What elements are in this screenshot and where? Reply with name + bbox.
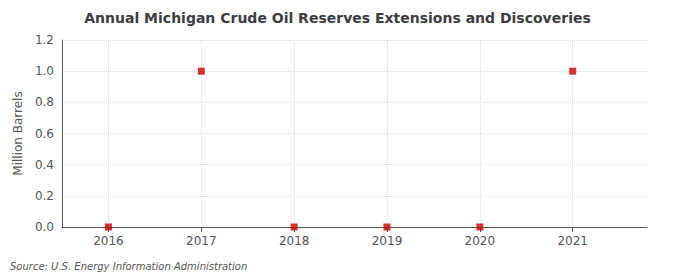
svg-text:1.2: 1.2: [35, 33, 54, 47]
svg-text:Source: U.S. Energy Informatio: Source: U.S. Energy Information Administ…: [10, 261, 247, 272]
svg-text:0.0: 0.0: [35, 220, 54, 234]
svg-text:1.0: 1.0: [35, 64, 54, 78]
svg-text:0.4: 0.4: [35, 158, 54, 172]
svg-text:0.2: 0.2: [35, 189, 54, 203]
svg-text:2018: 2018: [279, 234, 310, 248]
svg-text:2016: 2016: [93, 234, 124, 248]
svg-text:0.8: 0.8: [35, 95, 54, 109]
svg-text:Annual Michigan Crude Oil Rese: Annual Michigan Crude Oil Reserves Exten…: [84, 10, 591, 26]
svg-text:0.6: 0.6: [35, 127, 54, 141]
svg-text:2017: 2017: [186, 234, 217, 248]
svg-text:2020: 2020: [465, 234, 496, 248]
svg-text:2019: 2019: [372, 234, 403, 248]
svg-text:Million Barrels: Million Barrels: [11, 91, 25, 175]
svg-text:2021: 2021: [557, 234, 588, 248]
